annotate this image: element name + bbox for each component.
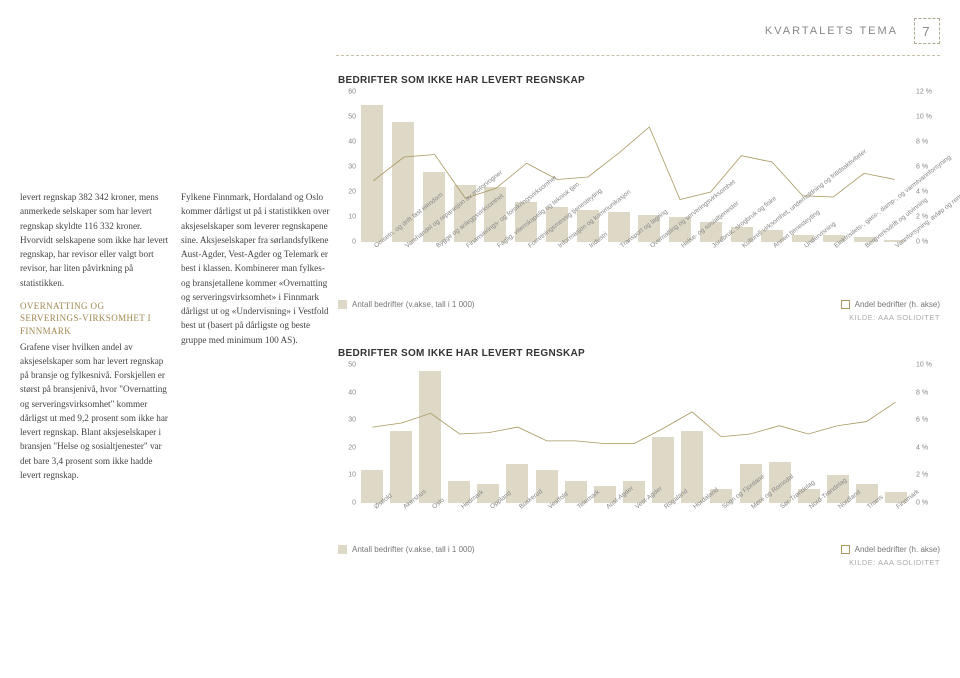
chart1-title: BEDRIFTER SOM IKKE HAR LEVERT REGNSKAP [338,75,940,86]
col1-p2: Grafene viser hvilken andel av aksjesels… [20,342,168,480]
col1-p1: levert regnskap 382 342 kroner, mens anm… [20,192,168,288]
chart1-y-left: 0102030405060 [338,92,358,242]
page-header: KVARTALETS TEMA 7 [765,18,940,44]
chart1-source: KILDE: AAA SOLIDITET [338,313,940,322]
chart2-area: 01020304050 0 %2 %4 %6 %8 %10 % ØstfoldA… [338,365,940,503]
text-column-1: levert regnskap 382 342 kroner, mens anm… [20,190,169,482]
chart2-title: BEDRIFTER SOM IKKE HAR LEVERT REGNSKAP [338,348,940,359]
chart2-y-left: 01020304050 [338,365,358,503]
bar-swatch-icon [338,545,347,554]
chart2-plot [358,365,910,503]
bar-swatch-icon [338,300,347,309]
col1-subhead: OVERNATTING OG SERVERINGS-VIRKSOMHET I F… [20,300,169,338]
chart2-line [358,365,910,503]
col2-p1: Fylkene Finnmark, Hordaland og Oslo komm… [181,192,330,345]
chart1-area: 0102030405060 0 %2 %4 %6 %8 %10 %12 % Om… [338,92,940,242]
header-divider [336,55,940,56]
chart-by-county: BEDRIFTER SOM IKKE HAR LEVERT REGNSKAP 0… [338,348,940,567]
page-number-badge: 7 [914,18,940,44]
header-label: KVARTALETS TEMA [765,25,898,37]
chart-by-industry: BEDRIFTER SOM IKKE HAR LEVERT REGNSKAP 0… [338,75,940,322]
charts-region: BEDRIFTER SOM IKKE HAR LEVERT REGNSKAP 0… [338,75,940,593]
body-text: levert regnskap 382 342 kroner, mens anm… [20,190,330,482]
chart1-x-labels: Omsetn. og drift fast eiendomVarehandel … [358,242,910,302]
text-column-2: Fylkene Finnmark, Hordaland og Oslo komm… [181,190,330,482]
chart2-y-right: 0 %2 %4 %6 %8 %10 % [914,365,934,503]
page-number: 7 [922,24,931,39]
chart2-x-labels: ØstfoldAkershusOsloHedmarkOpplandBuskeru… [358,503,910,563]
